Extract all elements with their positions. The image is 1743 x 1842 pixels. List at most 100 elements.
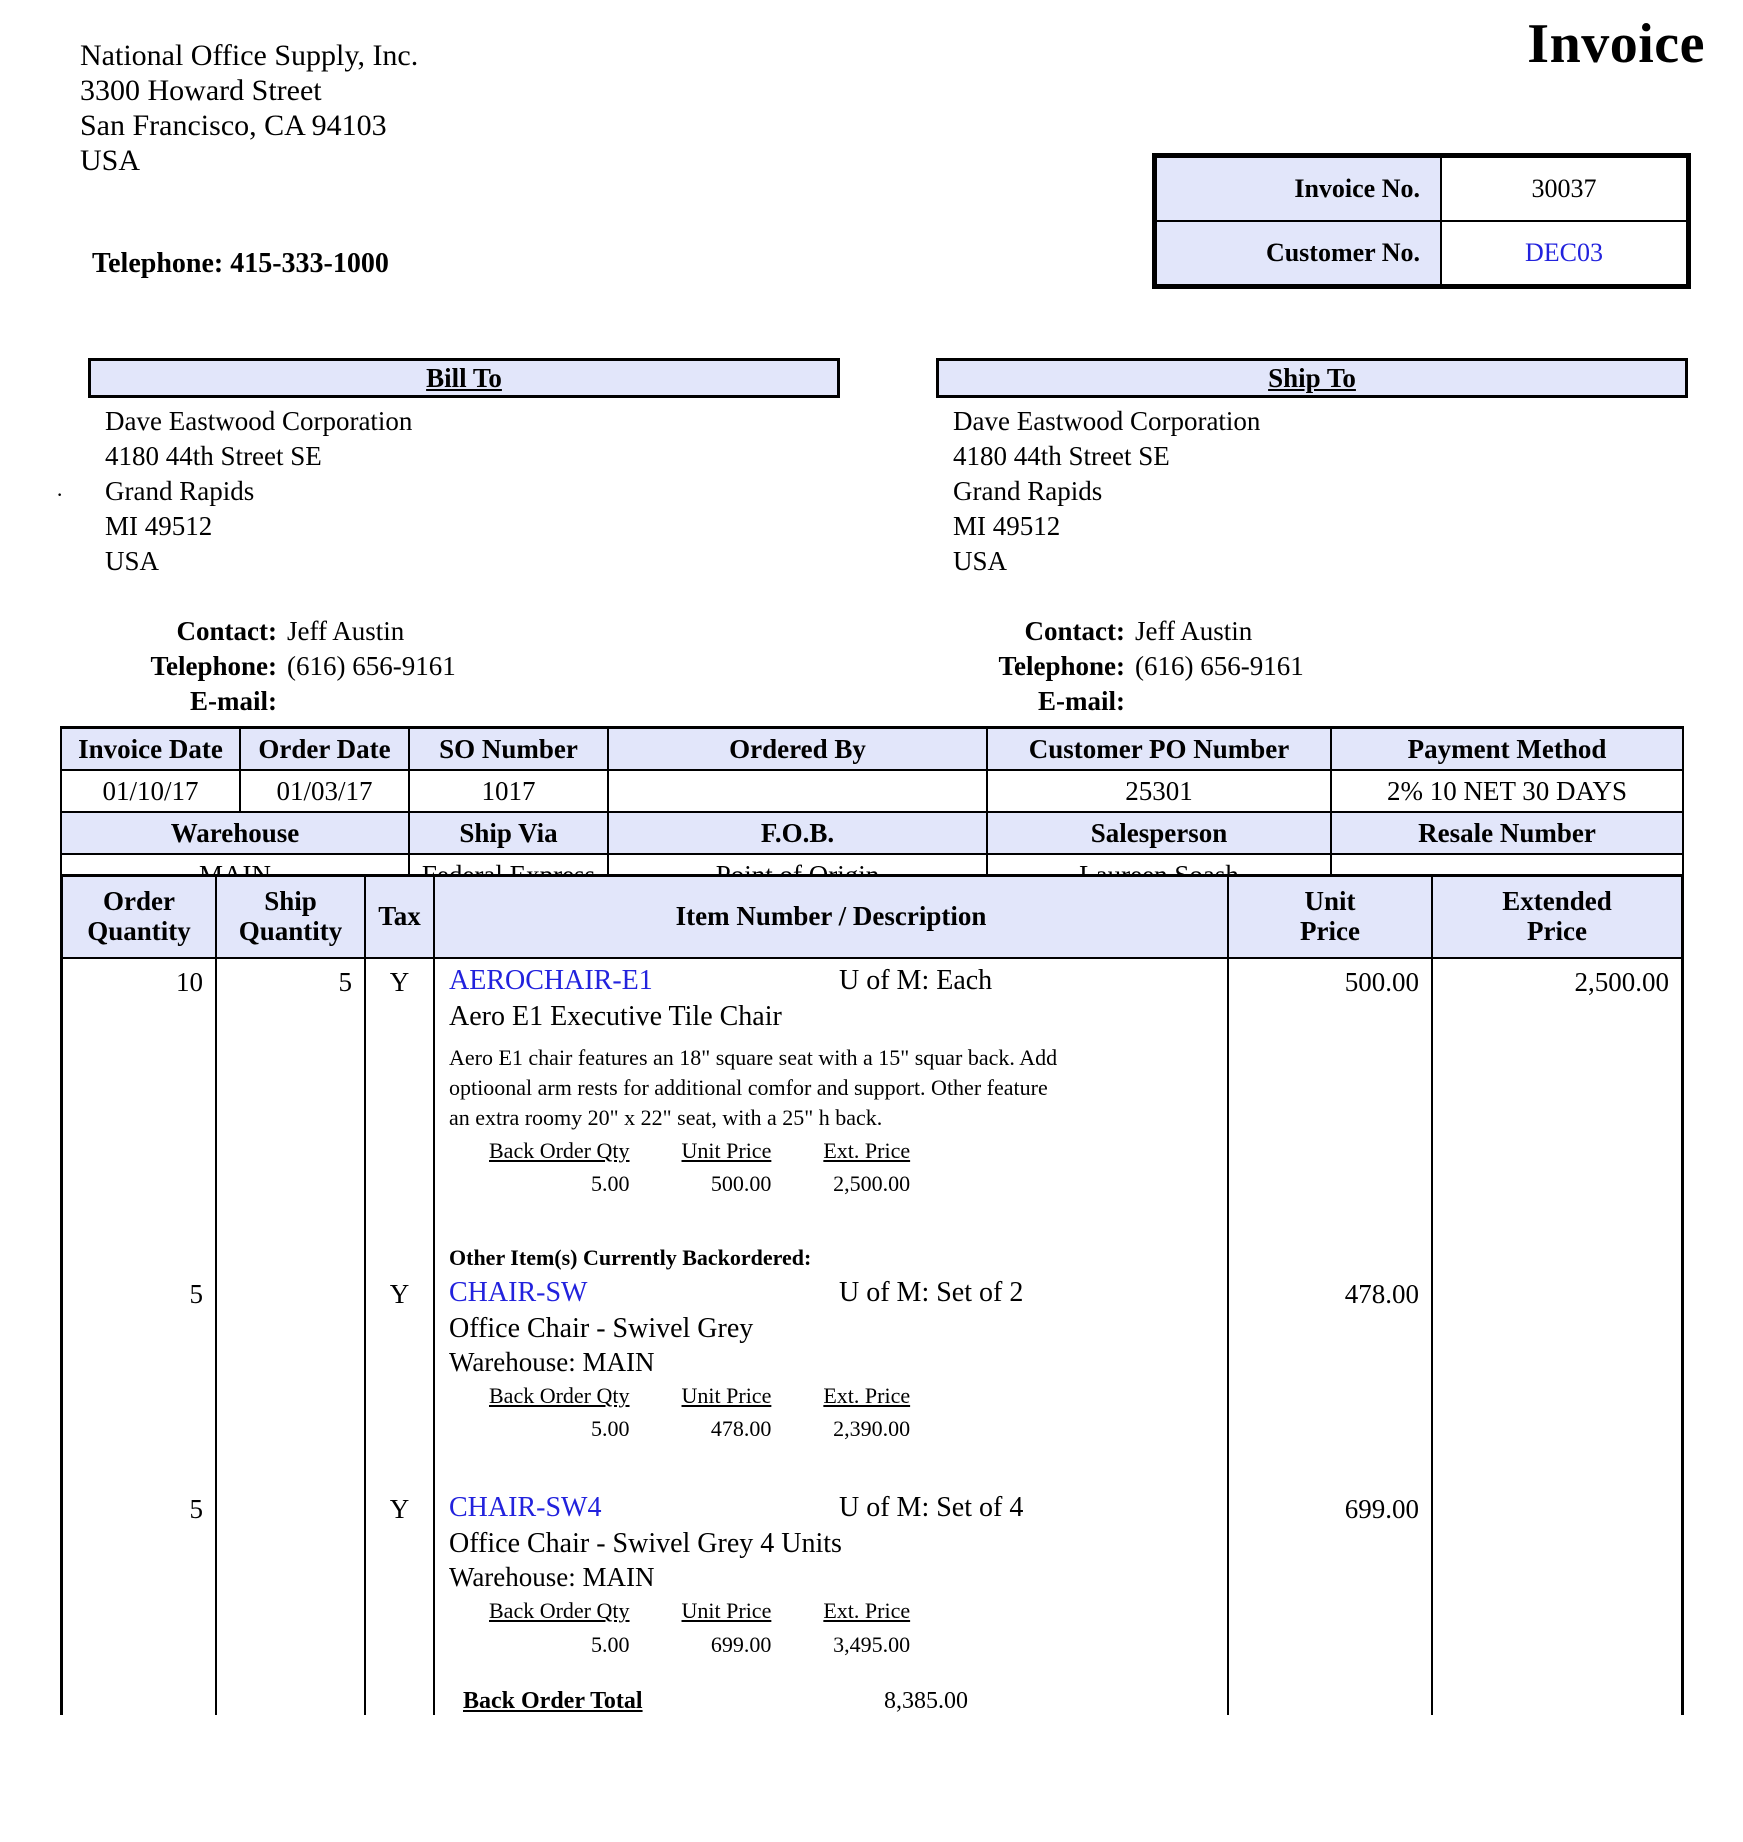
item-code-row: AEROCHAIR-E1 U of M: Each: [449, 965, 1227, 997]
cell-item-description: AEROCHAIR-E1 U of M: Each Aero E1 Execut…: [433, 958, 1229, 1272]
item-name: Office Chair - Swivel Grey: [449, 1313, 754, 1345]
page-title: Invoice: [1527, 13, 1705, 75]
bill-to-address: Dave Eastwood Corporation 4180 44th Stre…: [105, 404, 412, 579]
th-back-order-unit-price: Unit Price: [681, 1138, 772, 1163]
th-salesperson: Salesperson: [986, 811, 1332, 855]
th-back-order-unit-price: Unit Price: [681, 1383, 772, 1409]
backorder-subtable: Back Order Qty Unit Price Ext. Price 5.0…: [463, 1138, 936, 1197]
item-code[interactable]: AEROCHAIR-E1: [449, 965, 653, 996]
stray-mark: ·: [56, 482, 64, 507]
th-unit-price-l2: Price: [1300, 916, 1360, 946]
ship-to-telephone-label: Telephone:: [998, 651, 1125, 681]
cell-order-quantity: 5: [60, 1486, 217, 1715]
company-address-block: National Office Supply, Inc. 3300 Howard…: [80, 38, 418, 178]
th-back-order-ext-price: Ext. Price: [823, 1598, 911, 1624]
td-invoice-date: 01/10/17: [60, 769, 241, 813]
cell-tax: Y: [364, 958, 435, 1272]
cell-back-order-ext-price: 2,500.00: [833, 1171, 911, 1197]
ship-to-contact-row: Contact: Jeff Austin: [953, 614, 1373, 649]
th-extended-price-l1: Extended: [1502, 886, 1612, 917]
row-spacer: [449, 1442, 1227, 1486]
company-telephone: Telephone: 415-333-1000: [92, 248, 389, 279]
item-warehouse: Warehouse: MAIN: [449, 1347, 655, 1378]
cell-unit-price: 478.00: [1227, 1271, 1433, 1487]
line-items-table: Order Quantity Ship Quantity Tax Item Nu…: [60, 874, 1684, 1715]
invoice-no-value: 30037: [1440, 156, 1688, 222]
invoice-number-box: Invoice No. 30037 Customer No. DEC03: [1152, 153, 1691, 289]
th-so-number: SO Number: [408, 726, 609, 771]
ship-to-telephone-value: (616) 656-9161: [1135, 651, 1304, 681]
company-country: USA: [80, 144, 141, 177]
cell-back-order-unit-price: 699.00: [710, 1631, 772, 1657]
th-resale-number: Resale Number: [1330, 811, 1684, 855]
th-item-number-description: Item Number / Description: [433, 874, 1229, 959]
table-row: 5 Y CHAIR-SW U of M: Set of 2 Office Cha…: [60, 1271, 1684, 1487]
bill-to-telephone-row: Telephone: (616) 656-9161: [105, 649, 525, 684]
backorder-value-row: 5.00 478.00 2,390.00: [463, 1410, 936, 1442]
td-customer-po-number: 25301: [986, 769, 1332, 813]
cell-order-quantity: 5: [60, 1271, 217, 1487]
ship-to-heading: Ship To: [936, 358, 1688, 398]
customer-no-row: Customer No. DEC03: [1155, 220, 1688, 286]
company-street: 3300 Howard Street: [80, 74, 322, 107]
cell-back-order-qty: 5.00: [591, 1631, 630, 1657]
bill-to-contact-block: Contact: Jeff Austin Telephone: (616) 65…: [105, 614, 525, 719]
cell-ship-quantity: [215, 1271, 366, 1487]
ship-to-street: 4180 44th Street SE: [953, 441, 1170, 471]
bill-to-country: USA: [105, 546, 160, 576]
cell-item-description: CHAIR-SW U of M: Set of 2 Office Chair -…: [433, 1271, 1229, 1487]
bill-to-contact-value: Jeff Austin: [287, 616, 405, 646]
bill-to-email-row: E-mail:: [105, 684, 525, 719]
cell-ship-quantity: 5: [215, 958, 366, 1272]
cell-ship-quantity: [215, 1486, 366, 1715]
th-payment-method: Payment Method: [1330, 726, 1684, 771]
td-ordered-by: [607, 769, 988, 813]
invoice-no-row: Invoice No. 30037: [1155, 156, 1688, 222]
line-items-header-row: Order Quantity Ship Quantity Tax Item Nu…: [60, 874, 1684, 959]
th-back-order-qty: Back Order Qty: [489, 1598, 630, 1624]
ship-to-state-zip: MI 49512: [953, 511, 1061, 541]
backorder-subtable: Back Order Qty Unit Price Ext. Price 5.0…: [463, 1599, 936, 1657]
item-long-description: Aero E1 chair features an 18" square sea…: [449, 1045, 1058, 1130]
th-back-order-ext-price: Ext. Price: [823, 1383, 911, 1409]
item-code[interactable]: CHAIR-SW4: [449, 1492, 602, 1524]
ship-to-country: USA: [953, 546, 1008, 576]
th-warehouse: Warehouse: [60, 811, 410, 855]
cell-back-order-qty: 5.00: [591, 1416, 630, 1442]
item-code-row: CHAIR-SW U of M: Set of 2: [449, 1277, 1227, 1309]
order-info-value-row-1: 01/10/17 01/03/17 1017 25301 2% 10 NET 3…: [60, 769, 1684, 813]
th-extended-price-l2: Price: [1527, 916, 1587, 946]
backorder-total-row: Back Order Total 8,385.00: [463, 1688, 1227, 1715]
th-order-quantity: Order Quantity: [60, 874, 217, 959]
customer-no-label: Customer No.: [1155, 220, 1442, 286]
bill-to-state-zip: MI 49512: [105, 511, 213, 541]
item-code-row: CHAIR-SW4 U of M: Set of 4: [449, 1492, 1227, 1524]
table-row: 5 Y CHAIR-SW4 U of M: Set of 4 Office Ch…: [60, 1486, 1684, 1715]
th-ship-via: Ship Via: [408, 811, 609, 855]
ship-to-contact-value: Jeff Austin: [1135, 616, 1253, 646]
item-warehouse: Warehouse: MAIN: [449, 1562, 655, 1593]
bill-to-telephone-value: (616) 656-9161: [287, 651, 456, 681]
bill-to-telephone-label: Telephone:: [150, 651, 277, 681]
company-city-state-zip: San Francisco, CA 94103: [80, 109, 387, 142]
th-fob: F.O.B.: [607, 811, 988, 855]
bill-to-street: 4180 44th Street SE: [105, 441, 322, 471]
ship-to-contact-block: Contact: Jeff Austin Telephone: (616) 65…: [953, 614, 1373, 719]
th-customer-po-number: Customer PO Number: [986, 726, 1332, 771]
item-code[interactable]: CHAIR-SW: [449, 1277, 588, 1309]
cell-tax: Y: [364, 1271, 435, 1487]
row-spacer: [449, 1197, 1227, 1241]
backorder-subtable: Back Order Qty Unit Price Ext. Price 5.0…: [463, 1384, 936, 1442]
bill-to-heading: Bill To: [88, 358, 840, 398]
ship-to-address: Dave Eastwood Corporation 4180 44th Stre…: [953, 404, 1260, 579]
cell-order-quantity: 10: [60, 958, 217, 1272]
customer-no-value[interactable]: DEC03: [1440, 220, 1688, 286]
backorder-total-value: 8,385.00: [884, 1687, 968, 1714]
th-ship-quantity-l1: Ship: [264, 886, 317, 917]
th-invoice-date: Invoice Date: [60, 726, 241, 771]
backorder-value-row: 5.00 500.00 2,500.00: [463, 1165, 936, 1197]
bill-to-name: Dave Eastwood Corporation: [105, 406, 413, 436]
item-name: Aero E1 Executive Tile Chair: [449, 1001, 782, 1032]
th-unit-price-l1: Unit: [1304, 886, 1356, 917]
th-tax: Tax: [364, 874, 435, 959]
